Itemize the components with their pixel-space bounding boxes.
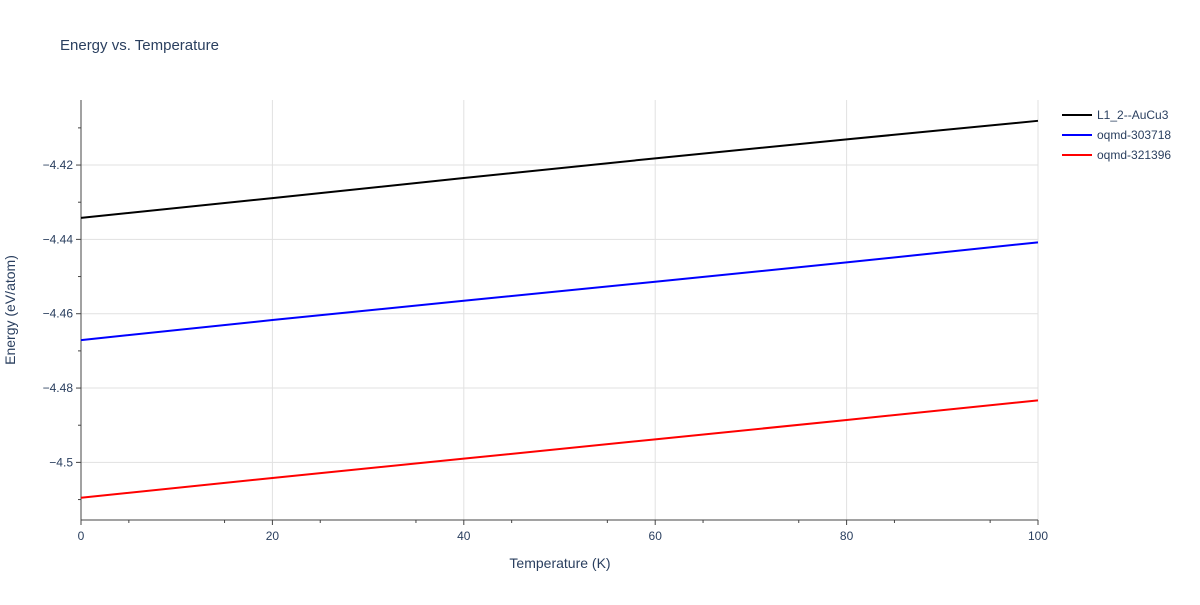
series-line-2[interactable] bbox=[80, 241, 1039, 342]
legend[interactable]: L1_2--AuCu3 oqmd-303718 oqmd-321396 bbox=[1062, 108, 1171, 162]
y-axis-title: Energy (eV/atom) bbox=[2, 255, 18, 365]
x-tick-label: 80 bbox=[840, 529, 854, 543]
legend-label: L1_2--AuCu3 bbox=[1097, 108, 1169, 122]
series-lines bbox=[80, 119, 1039, 499]
y-tick-label: −4.44 bbox=[43, 232, 74, 246]
x-tick-label: 0 bbox=[78, 529, 85, 543]
x-tick-label: 100 bbox=[1028, 529, 1048, 543]
x-tick-label: 20 bbox=[266, 529, 280, 543]
legend-label: oqmd-303718 bbox=[1097, 128, 1171, 142]
y-tick-label: −4.42 bbox=[43, 158, 74, 172]
chart-title: Energy vs. Temperature bbox=[60, 37, 219, 54]
x-tick-label: 60 bbox=[649, 529, 663, 543]
legend-item[interactable]: oqmd-303718 bbox=[1062, 128, 1171, 142]
y-tick-label: −4.48 bbox=[43, 381, 74, 395]
x-tick-label: 40 bbox=[457, 529, 471, 543]
legend-item[interactable]: L1_2--AuCu3 bbox=[1062, 108, 1169, 122]
y-tick-label: −4.5 bbox=[49, 455, 73, 469]
series-line-1[interactable] bbox=[80, 119, 1039, 219]
y-tick-label: −4.46 bbox=[43, 307, 74, 321]
x-axis-title: Temperature (K) bbox=[509, 555, 610, 571]
legend-item[interactable]: oqmd-321396 bbox=[1062, 148, 1171, 162]
series-line-3[interactable] bbox=[80, 399, 1039, 499]
grid bbox=[81, 100, 1039, 520]
legend-label: oqmd-321396 bbox=[1097, 148, 1171, 162]
axes: 0 20 40 60 80 100 −4.42 −4.44 −4.46 −4.48 −4.5 bbox=[43, 100, 1048, 543]
